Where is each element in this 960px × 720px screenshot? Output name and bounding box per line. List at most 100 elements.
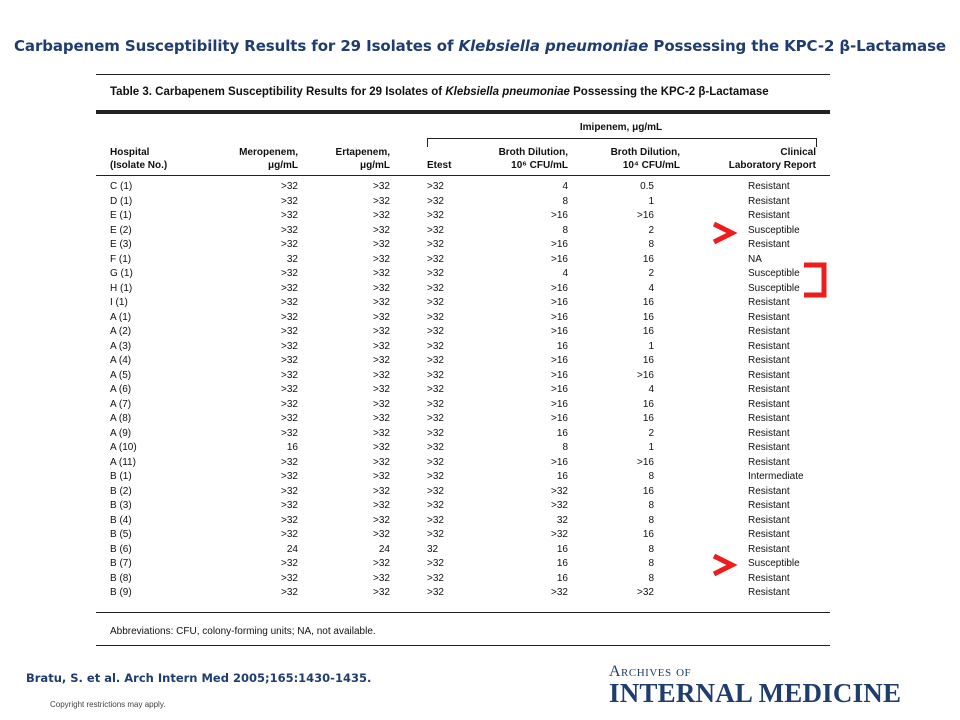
cell-meropenem: >32 xyxy=(281,210,298,221)
cell-ertapenem: >32 xyxy=(373,558,390,569)
cell-broth-1e4: 1 xyxy=(648,340,654,352)
cell-etest: >32 xyxy=(427,369,444,381)
cell-clinical-report: Resistant xyxy=(748,413,790,424)
cell-clinical-report: Resistant xyxy=(748,587,790,598)
cell-hospital: A (7) xyxy=(110,398,132,410)
cell-broth-1e4: 4 xyxy=(648,282,654,294)
cell-hospital: I (1) xyxy=(110,297,128,308)
cell-meropenem: >32 xyxy=(281,427,298,439)
cell-hospital: B (1) xyxy=(110,471,132,482)
cell-etest: >32 xyxy=(427,471,444,482)
cell-hospital: B (8) xyxy=(110,572,132,584)
cell-clinical-report: Susceptible xyxy=(748,224,800,236)
table-row: B (3) >32 >32 >32 >32 8 Resistant xyxy=(96,499,830,514)
cell-meropenem: >32 xyxy=(281,558,298,569)
cell-clinical-report: Resistant xyxy=(748,340,790,352)
cell-clinical-report: Resistant xyxy=(748,514,790,526)
table-row: H (1) >32 >32 >32 >16 4 Susceptible xyxy=(96,282,830,297)
cell-broth-1e4: 2 xyxy=(648,268,654,279)
table-caption-pre: Table 3. Carbapenem Susceptibility Resul… xyxy=(110,86,446,98)
cell-clinical-report: Resistant xyxy=(748,181,790,192)
cell-etest: >32 xyxy=(427,384,444,395)
cell-clinical-report: Resistant xyxy=(748,239,790,250)
cell-meropenem: >32 xyxy=(281,268,298,279)
table-row: B (8) >32 >32 >32 16 8 Resistant xyxy=(96,572,830,587)
cell-broth-1e6: >32 xyxy=(551,485,568,497)
header-meropenem-line2: μg/mL xyxy=(267,160,298,171)
cell-broth-1e4: 16 xyxy=(642,413,654,424)
cell-hospital: C (1) xyxy=(110,181,133,192)
cell-meropenem: >32 xyxy=(281,500,298,511)
cell-clinical-report: Resistant xyxy=(748,369,790,381)
header-hospital-line1: Hospital xyxy=(110,147,150,158)
cell-etest: >32 xyxy=(427,572,444,584)
cell-meropenem: >32 xyxy=(281,529,298,540)
header-ertapenem: Ertapenem, μg/mL xyxy=(310,146,390,172)
cell-broth-1e4: 16 xyxy=(642,326,654,337)
cell-hospital: A (6) xyxy=(110,384,132,395)
cell-clinical-report: Resistant xyxy=(748,427,790,439)
header-hospital: Hospital (Isolate No.) xyxy=(110,146,167,172)
cell-clinical-report: Resistant xyxy=(748,529,790,540)
cell-etest: >32 xyxy=(427,311,444,323)
table-footnote: Abbreviations: CFU, colony-forming units… xyxy=(110,626,376,637)
cell-hospital: A (4) xyxy=(110,355,132,366)
cell-ertapenem: >32 xyxy=(373,384,390,395)
cell-broth-1e6: >16 xyxy=(551,239,568,250)
cell-broth-1e6: 8 xyxy=(562,442,568,453)
journal-logo-line2: INTERNAL MEDICINE xyxy=(609,678,902,708)
cell-etest: >32 xyxy=(427,210,444,221)
cell-etest: >32 xyxy=(427,195,444,207)
cell-ertapenem: >32 xyxy=(373,282,390,294)
cell-meropenem: >32 xyxy=(281,384,298,395)
cell-etest: >32 xyxy=(427,239,444,250)
table-row: A (1) >32 >32 >32 >16 16 Resistant xyxy=(96,311,830,326)
cell-broth-1e6: 16 xyxy=(556,471,568,482)
table-top-rule xyxy=(96,74,830,75)
header-hospital-line2: (Isolate No.) xyxy=(110,160,168,171)
header-broth-1e4-line2: 10⁴ CFU/mL xyxy=(622,160,680,171)
cell-broth-1e4: 16 xyxy=(642,398,654,410)
header-broth-1e4-line1: Broth Dilution, xyxy=(610,147,680,158)
cell-clinical-report: Resistant xyxy=(748,311,790,323)
cell-clinical-report: Susceptible xyxy=(748,268,800,279)
cell-meropenem: >32 xyxy=(281,297,298,308)
cell-ertapenem: >32 xyxy=(373,181,390,192)
cell-broth-1e4: 16 xyxy=(642,297,654,308)
cell-ertapenem: >32 xyxy=(373,413,390,424)
cell-broth-1e6: >16 xyxy=(551,398,568,410)
cell-etest: >32 xyxy=(427,587,444,598)
cell-clinical-report: Susceptible xyxy=(748,282,800,294)
red-arrow-icon-susceptible-1 xyxy=(712,222,738,244)
cell-broth-1e4: >16 xyxy=(637,456,654,468)
cell-broth-1e6: >16 xyxy=(551,311,568,323)
header-broth-1e6: Broth Dilution, 10⁶ CFU/mL xyxy=(476,146,568,172)
header-meropenem-line1: Meropenem, xyxy=(239,147,298,158)
table-row: B (5) >32 >32 >32 >32 16 Resistant xyxy=(96,528,830,543)
cell-hospital: A (2) xyxy=(110,326,132,337)
cell-meropenem: >32 xyxy=(281,398,298,410)
table-row: E (3) >32 >32 >32 >16 8 Resistant xyxy=(96,238,830,253)
cell-hospital: F (1) xyxy=(110,253,132,265)
table-row: A (5) >32 >32 >32 >16 >16 Resistant xyxy=(96,369,830,384)
cell-broth-1e4: 16 xyxy=(642,355,654,366)
cell-etest: >32 xyxy=(427,514,444,526)
cell-ertapenem: >32 xyxy=(373,311,390,323)
cell-broth-1e6: >16 xyxy=(551,297,568,308)
cell-clinical-report: Resistant xyxy=(748,442,790,453)
cell-ertapenem: >32 xyxy=(373,224,390,236)
table-row: A (9) >32 >32 >32 16 2 Resistant xyxy=(96,427,830,442)
cell-ertapenem: >32 xyxy=(373,514,390,526)
cell-clinical-report: Resistant xyxy=(748,500,790,511)
cell-meropenem: >32 xyxy=(281,456,298,468)
slide-title-organism: Klebsiella pneumoniae xyxy=(458,37,649,55)
cell-meropenem: >32 xyxy=(281,369,298,381)
cell-broth-1e4: 1 xyxy=(648,442,654,453)
citation: Bratu, S. et al. Arch Intern Med 2005;16… xyxy=(26,671,372,685)
cell-broth-1e6: >16 xyxy=(551,282,568,294)
table-row: A (6) >32 >32 >32 >16 4 Resistant xyxy=(96,383,830,398)
table-row: D (1) >32 >32 >32 8 1 Resistant xyxy=(96,195,830,210)
cell-ertapenem: >32 xyxy=(373,398,390,410)
cell-ertapenem: >32 xyxy=(373,529,390,540)
cell-ertapenem: >32 xyxy=(373,355,390,366)
